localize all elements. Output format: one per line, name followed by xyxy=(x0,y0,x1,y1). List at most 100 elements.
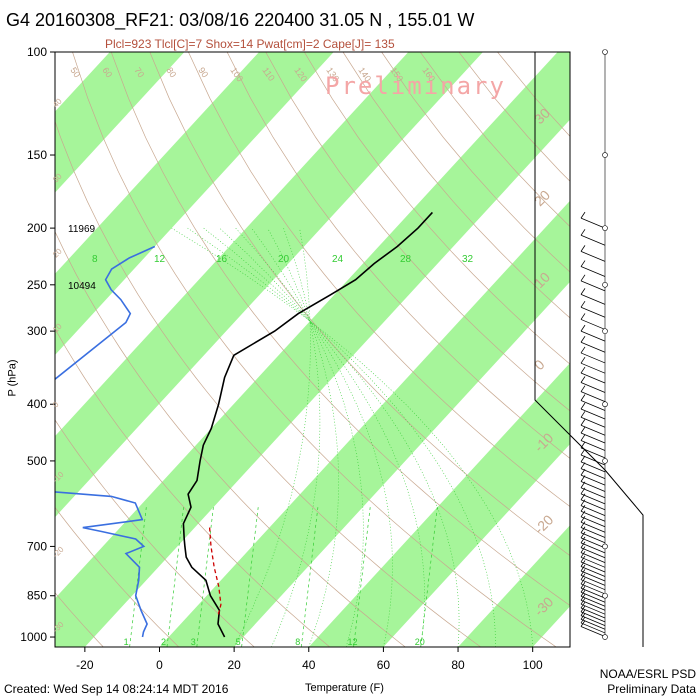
x-tick-label: 40 xyxy=(302,658,316,672)
wind-barb-flag xyxy=(580,487,586,495)
wind-barb-flag xyxy=(580,426,586,434)
height-label: 11969 xyxy=(68,224,96,235)
wind-barb-flag xyxy=(580,366,586,374)
theta-label: 20 xyxy=(531,187,553,209)
moist-adiabats xyxy=(171,227,533,647)
wind-barb-flag xyxy=(580,605,586,613)
wind-barb xyxy=(580,561,606,573)
credit-org: NOAA/ESRL PSD xyxy=(599,667,696,681)
mixing-ratio-label: 16 xyxy=(216,254,228,265)
wind-barb-flag xyxy=(580,597,586,605)
y-tick-label: 200 xyxy=(27,221,47,235)
wind-barb-flag xyxy=(580,385,586,392)
wind-barb-flag xyxy=(580,620,586,627)
mixing-ratio-label: 12 xyxy=(154,254,166,265)
wind-barb xyxy=(580,280,606,292)
moist-adiabat-line xyxy=(219,227,425,647)
dry-adiabat-line xyxy=(55,592,104,647)
wind-barb-flag xyxy=(580,434,586,441)
wind-barb xyxy=(580,583,606,595)
wind-barb xyxy=(580,481,606,492)
height-label: 10494 xyxy=(68,281,96,292)
isotherm-band xyxy=(55,52,483,518)
wind-barb xyxy=(580,493,606,505)
dry-adiabat-line xyxy=(55,419,255,647)
theta-label: 0 xyxy=(531,356,548,373)
wind-barb xyxy=(580,306,606,318)
mixing-ratio-label: 28 xyxy=(400,254,412,265)
wind-barb-flag xyxy=(580,229,586,236)
wind-barb-flag xyxy=(580,560,586,567)
wind-barb-flag xyxy=(580,448,586,456)
wind-barb-flag xyxy=(580,609,586,616)
y-tick-label: 250 xyxy=(27,278,47,292)
moist-adiabat-line xyxy=(233,228,311,647)
wind-level-marker xyxy=(602,634,608,640)
wind-barb xyxy=(580,217,606,229)
preliminary-watermark: Preliminary xyxy=(325,72,506,100)
wind-barb-flag xyxy=(580,510,586,518)
wind-barb xyxy=(580,599,606,611)
wind-barb xyxy=(580,510,606,522)
wind-barb-flag xyxy=(580,462,586,469)
moist-adiabat-line xyxy=(267,227,339,647)
theta-label: 80 xyxy=(164,65,178,79)
wind-level-marker xyxy=(602,592,608,599)
temperature-bands xyxy=(0,52,570,647)
wind-barb xyxy=(580,527,606,538)
wind-barb xyxy=(580,372,606,384)
wind-barb xyxy=(580,579,606,591)
wind-barb-flag xyxy=(580,288,586,295)
wind-barb-flag xyxy=(580,376,586,383)
wind-barb xyxy=(580,416,606,428)
y-tick-label: 400 xyxy=(27,397,47,411)
dry-adiabat-line xyxy=(110,52,570,606)
wind-barb xyxy=(580,251,606,262)
x-tick-label: -20 xyxy=(76,658,94,672)
plot-frame xyxy=(54,51,571,648)
dry-adiabat-line xyxy=(55,120,482,647)
x-tick-label: 20 xyxy=(227,658,241,672)
wind-barb xyxy=(580,505,606,516)
x-tick-label: 80 xyxy=(451,658,465,672)
wind-barb-flag xyxy=(580,594,586,601)
mixing-ratio-label: 1 xyxy=(124,637,129,647)
wind-barb-flag xyxy=(580,546,586,553)
isotherm-band xyxy=(0,52,35,647)
theta-label: 90 xyxy=(196,65,210,79)
wind-barb xyxy=(580,587,606,599)
wind-barb-column xyxy=(534,49,644,647)
wind-barb-flag xyxy=(580,541,586,548)
theta-label: 20 xyxy=(51,246,64,259)
wind-barb-flag xyxy=(580,601,586,609)
mixing-ratio-label: 8 xyxy=(92,254,98,265)
wind-barb xyxy=(580,622,606,634)
wind-level-marker xyxy=(602,401,608,408)
wind-barb-flag xyxy=(580,573,586,580)
wind-barb-flag xyxy=(580,526,586,533)
mixing-ratio-label: 12 xyxy=(348,637,358,647)
created-timestamp: Created: Wed Sep 14 08:24:14 MDT 2016 xyxy=(4,682,229,696)
wind-barb-flag xyxy=(580,493,586,500)
isotherm-band xyxy=(458,525,570,647)
y-tick-label: 700 xyxy=(27,539,47,553)
wind-barb xyxy=(580,382,606,393)
x-axis-label: Temperature (F) xyxy=(305,682,384,694)
wind-barb-flag xyxy=(580,516,586,523)
wind-barb-flag xyxy=(580,577,586,585)
wind-barb xyxy=(580,319,606,330)
wind-barb-flag xyxy=(580,300,586,308)
wind-barb xyxy=(580,532,606,544)
moist-adiabat-line xyxy=(235,227,393,647)
dry-adiabat-line xyxy=(0,52,28,647)
wind-panel-border xyxy=(534,52,644,647)
wind-level-marker xyxy=(602,225,608,231)
moist-adiabat-line xyxy=(171,227,533,647)
credit-status: Preliminary Data xyxy=(607,682,696,696)
wind-barb xyxy=(580,566,606,577)
wind-barb xyxy=(580,556,606,568)
wind-barb-flag xyxy=(580,455,586,463)
wind-barb-flag xyxy=(580,564,586,572)
moist-adiabat-line xyxy=(187,227,496,647)
